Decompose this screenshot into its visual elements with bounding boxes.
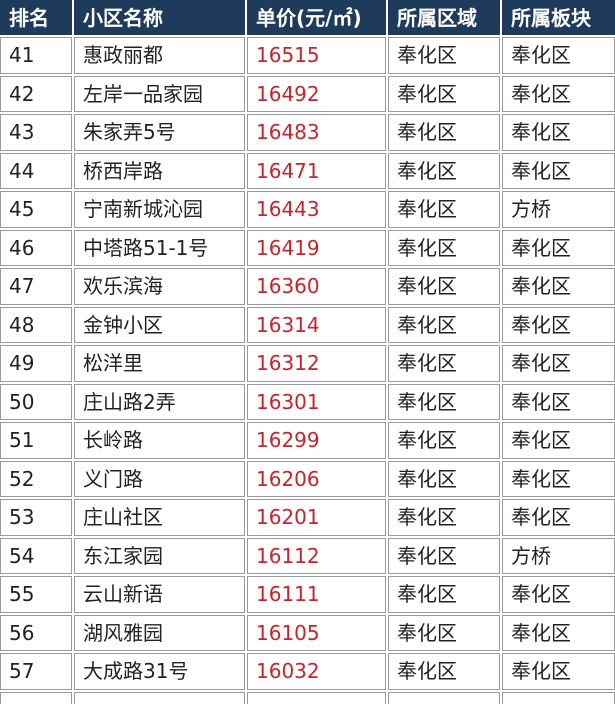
district: 奉化区 (388, 37, 500, 74)
sector: 奉化区 (502, 422, 615, 459)
community-name: 长岭路 (74, 422, 245, 459)
header-cell: 所属板块 (502, 0, 615, 35)
header-cell: 小区名称 (74, 0, 245, 35)
sector: 奉化区 (502, 152, 615, 189)
cut-off-cell (74, 691, 245, 704)
community-name: 左岸一品家园 (74, 75, 245, 112)
unit-price: 16492 (247, 75, 386, 112)
district: 奉化区 (388, 191, 500, 228)
community-name: 大成路31号 (74, 653, 245, 690)
unit-price: 16206 (247, 460, 386, 497)
unit-price: 16201 (247, 499, 386, 536)
rank: 54 (0, 537, 72, 574)
community-name: 湖风雅园 (74, 614, 245, 651)
sector: 方桥 (502, 191, 615, 228)
district: 奉化区 (388, 229, 500, 266)
district: 奉化区 (388, 306, 500, 343)
rank: 48 (0, 306, 72, 343)
rank: 43 (0, 114, 72, 151)
sector: 奉化区 (502, 383, 615, 420)
rank: 53 (0, 499, 72, 536)
unit-price: 16032 (247, 653, 386, 690)
rank: 45 (0, 191, 72, 228)
district: 奉化区 (388, 460, 500, 497)
rank: 55 (0, 576, 72, 613)
district: 奉化区 (388, 614, 500, 651)
district: 奉化区 (388, 152, 500, 189)
sector: 奉化区 (502, 345, 615, 382)
unit-price: 16419 (247, 229, 386, 266)
rank: 47 (0, 268, 72, 305)
community-name: 欢乐滨海 (74, 268, 245, 305)
rank: 57 (0, 653, 72, 690)
cut-off-cell (388, 691, 500, 704)
district: 奉化区 (388, 653, 500, 690)
unit-price: 16112 (247, 537, 386, 574)
district: 奉化区 (388, 576, 500, 613)
sector: 奉化区 (502, 306, 615, 343)
sector: 奉化区 (502, 75, 615, 112)
rank: 49 (0, 345, 72, 382)
sector: 奉化区 (502, 653, 615, 690)
community-name: 云山新语 (74, 576, 245, 613)
header-cell: 排名 (0, 0, 72, 35)
district: 奉化区 (388, 499, 500, 536)
community-name: 桥西岸路 (74, 152, 245, 189)
community-name: 庄山社区 (74, 499, 245, 536)
cut-off-cell (247, 691, 386, 704)
community-name: 庄山路2弄 (74, 383, 245, 420)
community-name: 朱家弄5号 (74, 114, 245, 151)
sector: 奉化区 (502, 268, 615, 305)
cut-off-cell (0, 691, 72, 704)
unit-price: 16111 (247, 576, 386, 613)
sector: 奉化区 (502, 37, 615, 74)
sector: 奉化区 (502, 460, 615, 497)
rank: 56 (0, 614, 72, 651)
district: 奉化区 (388, 383, 500, 420)
sector: 奉化区 (502, 614, 615, 651)
rank: 46 (0, 229, 72, 266)
district: 奉化区 (388, 114, 500, 151)
community-name: 惠政丽都 (74, 37, 245, 74)
rank: 52 (0, 460, 72, 497)
sector: 奉化区 (502, 576, 615, 613)
district: 奉化区 (388, 537, 500, 574)
sector: 方桥 (502, 537, 615, 574)
community-name: 宁南新城沁园 (74, 191, 245, 228)
unit-price: 16515 (247, 37, 386, 74)
sector: 奉化区 (502, 229, 615, 266)
rank: 41 (0, 37, 72, 74)
district: 奉化区 (388, 75, 500, 112)
community-name: 松洋里 (74, 345, 245, 382)
rank: 50 (0, 383, 72, 420)
district: 奉化区 (388, 422, 500, 459)
cut-off-cell (502, 691, 615, 704)
community-name: 义门路 (74, 460, 245, 497)
unit-price: 16299 (247, 422, 386, 459)
community-name: 金钟小区 (74, 306, 245, 343)
rank: 51 (0, 422, 72, 459)
rank: 44 (0, 152, 72, 189)
header-cell: 所属区域 (388, 0, 500, 35)
unit-price: 16312 (247, 345, 386, 382)
unit-price: 16314 (247, 306, 386, 343)
district: 奉化区 (388, 345, 500, 382)
sector: 奉化区 (502, 499, 615, 536)
header-cell: 单价(元/㎡) (247, 0, 386, 35)
unit-price: 16471 (247, 152, 386, 189)
unit-price: 16443 (247, 191, 386, 228)
rank: 42 (0, 75, 72, 112)
district: 奉化区 (388, 268, 500, 305)
unit-price: 16483 (247, 114, 386, 151)
community-name: 中塔路51-1号 (74, 229, 245, 266)
unit-price: 16301 (247, 383, 386, 420)
unit-price: 16360 (247, 268, 386, 305)
sector: 奉化区 (502, 114, 615, 151)
unit-price: 16105 (247, 614, 386, 651)
community-name: 东江家园 (74, 537, 245, 574)
